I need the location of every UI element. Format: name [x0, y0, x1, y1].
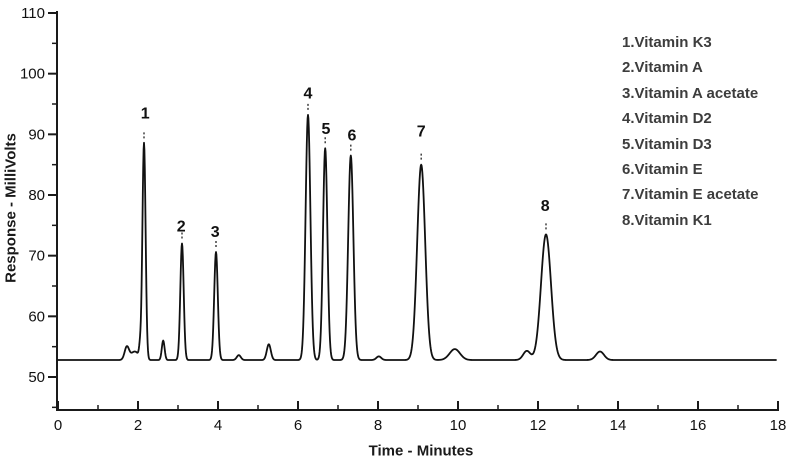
- x-tick-label: 8: [374, 417, 382, 434]
- x-tick-label: 2: [134, 417, 142, 434]
- peak-number-label: 7: [417, 123, 426, 140]
- x-tick-label: 4: [214, 417, 222, 434]
- legend-item: 6.Vitamin E: [622, 160, 703, 178]
- chromatogram-trace: [57, 114, 777, 361]
- peak-number-label: 8: [541, 198, 550, 215]
- x-axis-title: Time - Minutes: [368, 442, 474, 460]
- peak-number-label: 3: [211, 224, 220, 241]
- x-tick-label: 16: [690, 417, 707, 434]
- peak-legend: 1.Vitamin K3 2.Vitamin A 3.Vitamin A aceta…: [622, 30, 758, 233]
- y-tick-label: 80: [28, 187, 45, 204]
- y-tick-label: 70: [28, 248, 45, 265]
- legend-item: 7.Vitamin E acetate: [622, 186, 759, 204]
- y-axis-title: Response - MilliVolts: [2, 133, 20, 283]
- y-tick-label: 100: [20, 66, 45, 83]
- x-tick-label: 10: [450, 417, 467, 434]
- x-tick-label: 12: [530, 417, 547, 434]
- legend-item: 1.Vitamin K3: [622, 34, 712, 51]
- y-tick-label: 50: [28, 369, 45, 386]
- legend-item: 5.Vitamin D3: [622, 135, 712, 153]
- x-tick-label: 0: [54, 417, 62, 434]
- legend-item: 8.Vitamin K1: [622, 211, 712, 229]
- legend-item: 3.Vitamin A acetate: [622, 84, 759, 102]
- peak-number-label: 5: [322, 121, 331, 138]
- x-tick-label: 14: [610, 417, 627, 434]
- peak-number-label: 2: [177, 219, 186, 236]
- legend-item: 2.Vitamin A: [622, 59, 703, 77]
- y-tick-label: 110: [21, 5, 45, 22]
- peak-number-label: 6: [348, 128, 357, 145]
- y-tick-label: 60: [28, 308, 45, 325]
- peak-number-label: 1: [141, 106, 150, 123]
- peak-number-label: 4: [304, 86, 313, 103]
- x-tick-label: 6: [294, 417, 302, 434]
- y-tick-label: 90: [28, 126, 45, 143]
- legend-item: 4.Vitamin D2: [622, 110, 712, 128]
- x-tick-label: 18: [770, 417, 786, 434]
